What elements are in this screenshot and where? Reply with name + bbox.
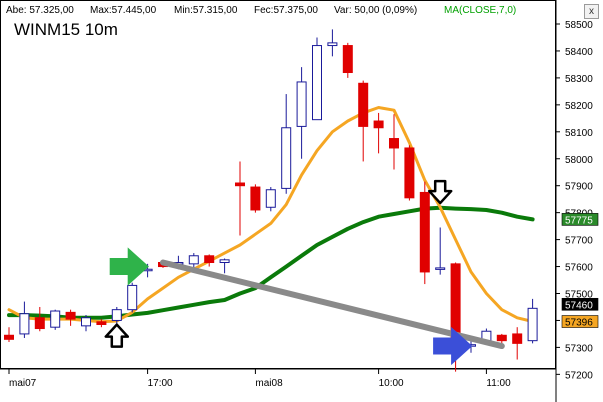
candle [373, 112, 384, 154]
y-tick-label: 57900 [565, 182, 593, 193]
candle [342, 42, 353, 78]
x-tick-label: 11:00 [486, 378, 511, 389]
x-tick-label: mai07 [9, 378, 37, 389]
candle-body [50, 310, 61, 328]
y-tick-label: 57500 [565, 290, 593, 301]
candle [219, 258, 230, 274]
candle-body [204, 255, 215, 264]
close-icon: x [589, 6, 594, 17]
trend-line [160, 259, 505, 350]
up-arrow-marker [104, 323, 130, 348]
candle-body [312, 45, 322, 121]
price-badge [561, 297, 599, 311]
y-tick-label: 58000 [565, 155, 593, 166]
indicator-label[interactable]: MA(CLOSE,7,0) [444, 5, 517, 16]
candle [19, 301, 30, 338]
candle-body [358, 82, 369, 127]
candle [419, 181, 430, 285]
candle-body [496, 334, 507, 342]
moving-average-fast-line [7, 106, 535, 324]
candle [250, 184, 261, 213]
candle [235, 161, 245, 236]
y-tick-label: 57700 [565, 236, 593, 247]
candle [265, 187, 276, 212]
candle [527, 298, 538, 344]
close-chart-button[interactable]: x [584, 4, 599, 19]
x-tick-label: mai08 [255, 378, 283, 389]
candle-body [265, 189, 276, 208]
candle [358, 80, 369, 162]
candle [127, 282, 138, 313]
candle-body [389, 138, 399, 149]
x-tick-label: 10:00 [379, 378, 404, 389]
candle-body [527, 307, 538, 342]
symbol-title: WINM15 10m [14, 20, 118, 39]
candle-body [373, 120, 384, 129]
candle [296, 67, 307, 159]
candle [65, 309, 76, 326]
low-price: Min:57.315,00 [174, 5, 238, 16]
candle-body [327, 42, 338, 47]
candle [4, 327, 14, 343]
candle [50, 309, 61, 330]
moving-average-7-line [7, 205, 535, 320]
x-tick-label: 17:00 [148, 378, 173, 389]
candle-body [188, 255, 199, 265]
candle [204, 254, 215, 267]
candle-body [4, 334, 14, 340]
candle-body [296, 81, 307, 127]
candle-body [96, 321, 107, 325]
candle [312, 37, 322, 121]
candle-body [81, 317, 91, 327]
change-value: Var: 50,00 (0,09%) [334, 5, 418, 16]
candle-body [419, 191, 430, 273]
candle-body [65, 311, 76, 320]
candle [96, 319, 107, 328]
candle-body [219, 259, 230, 264]
candle-body [111, 309, 122, 321]
down-arrow-marker [427, 179, 453, 205]
candle [111, 306, 122, 326]
candle [435, 227, 446, 275]
candle-body [34, 317, 45, 330]
price-badge-label: 57396 [565, 318, 593, 329]
plot-area-frame [0, 0, 556, 369]
candle-body [404, 147, 415, 199]
y-tick-label: 58400 [565, 47, 593, 58]
open-price: Abe: 57.325,00 [6, 5, 74, 16]
candle [281, 94, 292, 194]
price-badge [561, 213, 599, 226]
price-badge-label: 57460 [565, 300, 593, 311]
y-tick-label: 57300 [565, 343, 593, 354]
y-tick-label: 57600 [565, 263, 593, 274]
candle [81, 315, 91, 332]
sell-signal-arrow [433, 326, 473, 366]
candle [188, 253, 199, 270]
candle [389, 114, 399, 170]
candle-body [512, 333, 523, 344]
y-tick-label: 58500 [565, 20, 593, 31]
candle [512, 327, 523, 360]
candle-body [435, 267, 446, 270]
y-tick-label: 58100 [565, 128, 593, 139]
candle-body [19, 313, 30, 335]
candle [327, 29, 338, 57]
y-tick-label: 58300 [565, 74, 593, 85]
buy-signal-arrow [109, 247, 149, 286]
candle [404, 145, 415, 201]
y-tick-label: 57200 [565, 370, 593, 381]
candle-body [127, 284, 138, 311]
candle [34, 306, 45, 332]
candle-body [235, 182, 245, 187]
price-badge [561, 315, 599, 328]
candle-body [250, 186, 261, 211]
price-badge-label: 57775 [565, 215, 593, 226]
close-price: Fec:57.375,00 [254, 5, 318, 16]
candle-body [342, 45, 353, 74]
candle-body [281, 127, 292, 189]
high-price: Max:57.445,00 [90, 5, 157, 16]
y-tick-label: 58200 [565, 101, 593, 112]
